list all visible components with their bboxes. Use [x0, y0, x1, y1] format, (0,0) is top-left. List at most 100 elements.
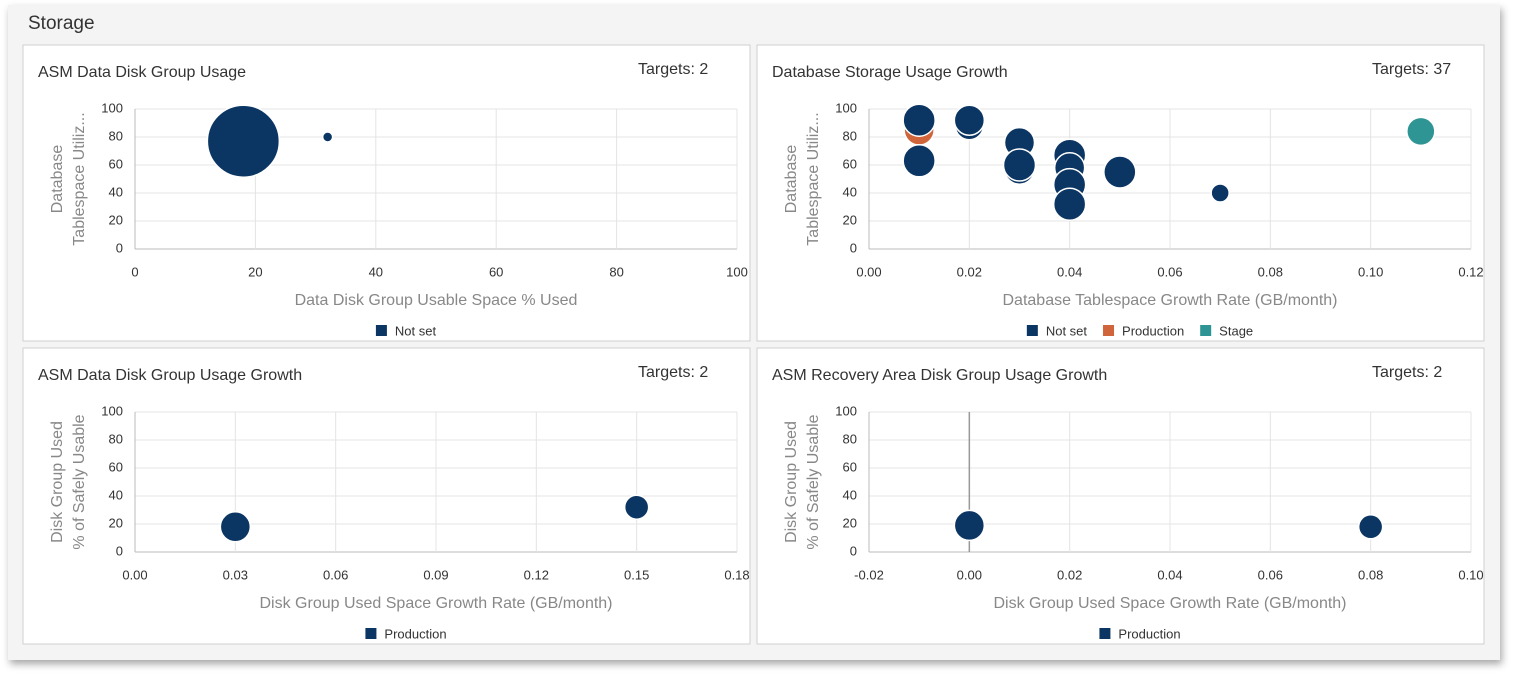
bubble — [902, 144, 936, 178]
x-tick-label: 0.04 — [1157, 567, 1182, 582]
x-tick-label: 0.10 — [1358, 264, 1383, 279]
y-tick-label: 100 — [835, 403, 857, 418]
legend: Not set Production Stage — [1026, 323, 1253, 338]
x-tick-label: 0.04 — [1057, 264, 1082, 279]
bubble — [1052, 187, 1087, 221]
targets-count: Targets: 2 — [1372, 364, 1442, 381]
bubble — [1002, 148, 1037, 182]
x-tick-label: 0.03 — [223, 567, 248, 582]
y-tick-label: 80 — [843, 128, 857, 143]
x-axis-label: Disk Group Used Space Growth Rate (GB/mo… — [993, 595, 1346, 612]
chart-title: Database Storage Usage Growth — [772, 64, 1008, 81]
legend-label: Production — [1118, 626, 1180, 641]
chart-title: ASM Recovery Area Disk Group Usage Growt… — [772, 367, 1107, 384]
y-tick-label: 100 — [101, 403, 123, 418]
legend-label: Stage — [1219, 323, 1253, 338]
x-tick-label: -0.02 — [854, 567, 884, 582]
y-axis-label: Database — [49, 145, 66, 214]
x-axis-label: Database Tablespace Growth Rate (GB/mont… — [1003, 292, 1338, 309]
legend-label: Not set — [395, 323, 437, 338]
y-axis-label: Disk Group Used — [49, 421, 66, 543]
legend-label: Production — [384, 626, 446, 641]
y-tick-label: 20 — [843, 212, 857, 227]
x-tick-label: 0.08 — [1358, 567, 1383, 582]
y-axis-label: % of Safely Usable — [71, 414, 88, 549]
x-tick-label: 0.00 — [856, 264, 881, 279]
x-tick-label: 0.06 — [1157, 264, 1182, 279]
bubble — [1357, 514, 1384, 540]
y-tick-label: 60 — [843, 156, 857, 171]
x-tick-label: 0.00 — [122, 567, 147, 582]
x-tick-label: 0.15 — [624, 567, 649, 582]
y-tick-label: 80 — [109, 128, 123, 143]
y-tick-label: 40 — [109, 487, 123, 502]
y-tick-label: 20 — [843, 515, 857, 530]
x-tick-label: 80 — [609, 264, 623, 279]
bubble — [321, 131, 334, 143]
y-tick-label: 60 — [109, 459, 123, 474]
y-tick-label: 0 — [850, 240, 857, 255]
legend-label: Production — [1122, 323, 1184, 338]
y-tick-label: 40 — [843, 184, 857, 199]
x-tick-label: 0.12 — [524, 567, 549, 582]
x-tick-label: 0.08 — [1258, 264, 1283, 279]
y-tick-label: 60 — [109, 156, 123, 171]
legend: Production — [1099, 626, 1181, 641]
bubble — [953, 104, 986, 136]
bubble — [623, 494, 650, 520]
x-tick-label: 0.02 — [957, 264, 982, 279]
legend-swatch — [375, 325, 387, 336]
y-tick-label: 20 — [109, 212, 123, 227]
legend-label: Not set — [1046, 323, 1088, 338]
targets-count: Targets: 2 — [638, 364, 708, 381]
x-tick-label: 0.12 — [1458, 264, 1483, 279]
bubble — [1210, 183, 1230, 203]
y-tick-label: 0 — [116, 543, 123, 558]
bubble — [206, 104, 281, 178]
legend-swatch — [365, 628, 377, 639]
x-tick-label: 0.00 — [957, 567, 982, 582]
chart-title: ASM Data Disk Group Usage — [38, 64, 246, 81]
x-tick-label: 0 — [131, 264, 138, 279]
x-tick-label: 100 — [726, 264, 748, 279]
y-tick-label: 20 — [109, 515, 123, 530]
panel-title: Storage — [28, 13, 95, 34]
y-tick-label: 80 — [109, 431, 123, 446]
y-tick-label: 100 — [835, 100, 857, 115]
targets-count: Targets: 37 — [1372, 61, 1451, 78]
legend-swatch — [1200, 325, 1212, 336]
y-axis-label: % of Safely Usable — [805, 414, 822, 549]
y-tick-label: 80 — [843, 431, 857, 446]
x-tick-label: 0.09 — [423, 567, 448, 582]
legend: Production — [365, 626, 447, 641]
legend: Not set — [375, 323, 437, 338]
x-axis-label: Data Disk Group Usable Space % Used — [295, 292, 578, 309]
y-tick-label: 40 — [843, 487, 857, 502]
bubble — [1406, 116, 1436, 147]
y-tick-label: 60 — [843, 459, 857, 474]
y-axis-label: Disk Group Used — [783, 421, 800, 543]
x-tick-label: 0.06 — [323, 567, 348, 582]
y-tick-label: 100 — [101, 100, 123, 115]
targets-count: Targets: 2 — [638, 61, 708, 78]
x-tick-label: 60 — [489, 264, 503, 279]
bubble — [219, 511, 252, 543]
legend-swatch — [1099, 628, 1111, 639]
x-tick-label: 0.06 — [1258, 567, 1283, 582]
x-tick-label: 0.10 — [1458, 567, 1483, 582]
chart-title: ASM Data Disk Group Usage Growth — [38, 367, 302, 384]
bubble — [953, 509, 986, 542]
y-axis-label: Tablespace Utiliz... — [805, 112, 822, 245]
y-tick-label: 0 — [850, 543, 857, 558]
y-axis-label: Tablespace Utiliz... — [71, 112, 88, 245]
y-axis-label: Database — [783, 145, 800, 214]
x-tick-label: 0.18 — [724, 567, 749, 582]
y-tick-label: 40 — [109, 184, 123, 199]
x-tick-label: 40 — [369, 264, 383, 279]
x-axis-label: Disk Group Used Space Growth Rate (GB/mo… — [259, 595, 612, 612]
bubble — [902, 103, 936, 137]
x-tick-label: 0.02 — [1057, 567, 1082, 582]
bubble — [1103, 155, 1137, 189]
